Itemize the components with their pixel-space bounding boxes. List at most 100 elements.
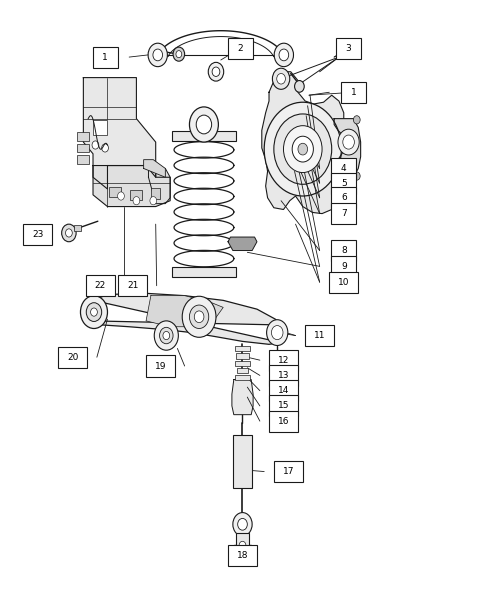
- Bar: [331, 158, 356, 179]
- Polygon shape: [261, 72, 343, 214]
- Text: 2: 2: [237, 44, 242, 53]
- Circle shape: [86, 303, 102, 322]
- Bar: [171, 131, 236, 141]
- Circle shape: [92, 141, 99, 149]
- Text: 11: 11: [313, 331, 325, 340]
- Bar: [304, 325, 333, 346]
- Text: 18: 18: [236, 551, 248, 560]
- Circle shape: [148, 43, 167, 67]
- Circle shape: [80, 296, 107, 329]
- Bar: [77, 144, 89, 153]
- Bar: [130, 190, 142, 200]
- Bar: [235, 375, 249, 380]
- Circle shape: [232, 512, 252, 536]
- Text: 1: 1: [350, 88, 356, 97]
- Bar: [86, 275, 114, 296]
- Circle shape: [194, 311, 203, 323]
- Polygon shape: [92, 293, 281, 345]
- Circle shape: [278, 49, 288, 61]
- Bar: [77, 155, 89, 164]
- Circle shape: [297, 143, 307, 155]
- Circle shape: [159, 327, 173, 344]
- Bar: [331, 256, 356, 277]
- Text: 16: 16: [277, 416, 288, 426]
- Circle shape: [163, 332, 169, 340]
- Polygon shape: [148, 168, 170, 204]
- Circle shape: [337, 129, 359, 155]
- Polygon shape: [143, 160, 165, 177]
- Bar: [269, 350, 297, 370]
- Text: 17: 17: [282, 467, 293, 476]
- Polygon shape: [146, 296, 223, 327]
- Circle shape: [271, 326, 283, 340]
- Polygon shape: [333, 118, 360, 177]
- Text: 19: 19: [154, 362, 166, 370]
- Bar: [273, 461, 302, 482]
- Circle shape: [189, 107, 218, 142]
- Bar: [146, 356, 175, 376]
- Text: 15: 15: [277, 401, 288, 411]
- Circle shape: [273, 114, 331, 184]
- Bar: [269, 411, 297, 432]
- Bar: [331, 240, 356, 261]
- Text: 12: 12: [277, 356, 288, 365]
- Circle shape: [102, 144, 108, 152]
- Circle shape: [133, 197, 139, 205]
- Bar: [237, 368, 247, 373]
- Bar: [331, 203, 356, 224]
- Circle shape: [91, 308, 97, 316]
- Circle shape: [342, 135, 354, 149]
- Bar: [269, 380, 297, 401]
- Circle shape: [154, 321, 178, 350]
- Bar: [269, 365, 297, 386]
- Bar: [331, 187, 356, 209]
- Polygon shape: [231, 379, 253, 415]
- Bar: [227, 545, 257, 566]
- Polygon shape: [227, 237, 257, 250]
- Bar: [335, 38, 361, 59]
- Bar: [92, 47, 117, 68]
- Polygon shape: [93, 166, 170, 207]
- Polygon shape: [83, 78, 155, 189]
- Bar: [93, 120, 107, 135]
- Circle shape: [291, 136, 313, 162]
- Text: 1: 1: [102, 52, 108, 62]
- Bar: [151, 188, 160, 199]
- Bar: [77, 132, 89, 141]
- Text: 6: 6: [340, 193, 346, 202]
- Circle shape: [294, 81, 303, 92]
- Bar: [108, 187, 121, 197]
- Text: 10: 10: [337, 277, 349, 287]
- Bar: [331, 173, 356, 194]
- Circle shape: [150, 197, 156, 205]
- Circle shape: [208, 62, 223, 81]
- Bar: [118, 275, 147, 296]
- Bar: [23, 224, 52, 244]
- Bar: [227, 38, 252, 59]
- Text: 5: 5: [340, 178, 346, 188]
- Circle shape: [189, 305, 208, 329]
- Text: 20: 20: [67, 353, 78, 362]
- Circle shape: [173, 47, 184, 61]
- Bar: [236, 533, 248, 551]
- Bar: [329, 272, 358, 293]
- Circle shape: [266, 320, 287, 346]
- Text: 21: 21: [127, 281, 138, 290]
- Bar: [74, 225, 81, 231]
- Bar: [340, 82, 365, 103]
- Circle shape: [196, 115, 211, 134]
- Circle shape: [239, 541, 245, 550]
- Circle shape: [353, 115, 360, 124]
- Text: 22: 22: [94, 281, 106, 290]
- Circle shape: [276, 74, 285, 84]
- Text: 23: 23: [32, 230, 43, 239]
- Circle shape: [117, 192, 124, 200]
- Bar: [236, 353, 248, 359]
- Bar: [235, 361, 249, 366]
- Circle shape: [152, 49, 162, 61]
- Text: 9: 9: [340, 262, 346, 271]
- Circle shape: [237, 518, 247, 530]
- Circle shape: [353, 172, 360, 180]
- Circle shape: [212, 67, 219, 77]
- Bar: [269, 395, 297, 416]
